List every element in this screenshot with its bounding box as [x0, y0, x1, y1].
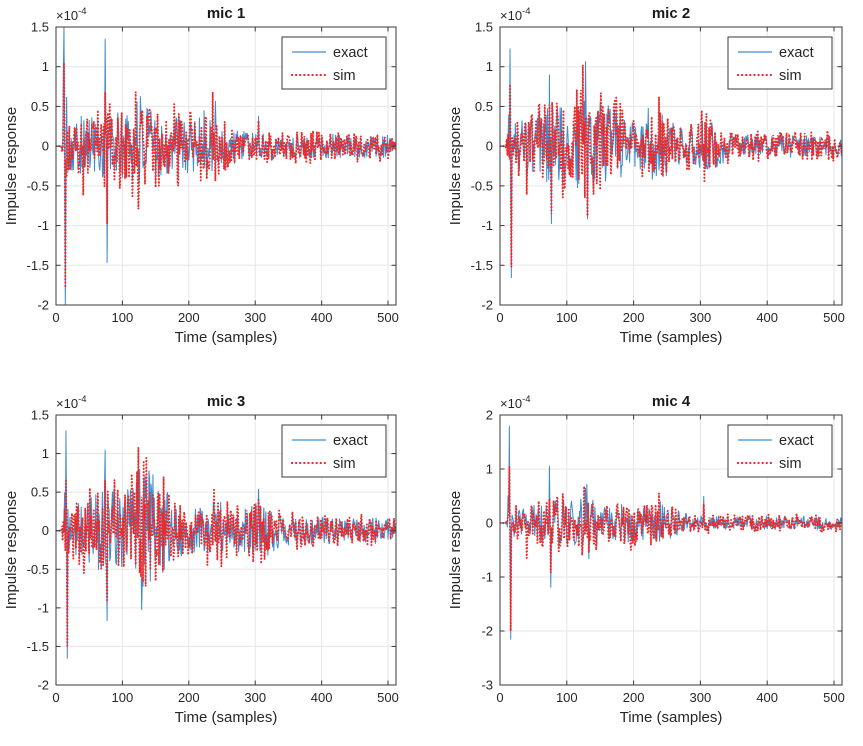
x-tick-label: 100 [556, 310, 578, 325]
x-tick-label: 400 [756, 690, 778, 705]
chart-title: mic 2 [652, 5, 690, 22]
x-axis-label: Time (samples) [620, 709, 723, 726]
legend-label-sim: sim [333, 456, 356, 472]
x-tick-label: 400 [756, 310, 778, 325]
chart-mic-2-canvas: 0 100 200 300 400 500 1.5 1 0.5 0 -0.5 -1 -1.5 -2 ×10-… [447, 5, 845, 346]
y-tick-label: -2 [37, 678, 49, 693]
y-tick-label: -1 [37, 600, 49, 615]
y-axis-scale-label: ×10-4 [500, 394, 531, 411]
y-tick-label: 1 [42, 59, 49, 74]
x-tick-label: 0 [496, 310, 503, 325]
legend-label-sim: sim [333, 68, 356, 84]
x-tick-label: 200 [178, 690, 200, 705]
chart-title: mic 4 [652, 393, 691, 410]
axes-box [499, 26, 843, 306]
y-tick-label: 1 [486, 59, 493, 74]
y-tick-label: -2 [481, 624, 493, 639]
y-tick-label: 0.5 [31, 99, 49, 114]
chart-mic-1-canvas: 0 100 200 300 400 500 1.5 1 0.5 0 -0.5 -1 -1.5 -2 ×10-… [3, 5, 399, 346]
subplot-mic-4: 0 100 200 300 400 500 2 1 0 -1 -2 -3 ×10-4 mic 4 Time … [431, 373, 863, 746]
y-tick-label: 0.5 [475, 99, 493, 114]
y-tick-label: 1 [42, 446, 49, 461]
y-axis-scale-label: ×10-4 [56, 394, 87, 411]
y-axis-scale-label: ×10-4 [500, 6, 531, 23]
series-sim [56, 62, 396, 288]
legend: exact sim [727, 36, 833, 90]
y-tick-label: -0.5 [27, 562, 49, 577]
subplot-mic-3: 0 100 200 300 400 500 1.5 1 0.5 0 -0.5 -1 -1.5 -2 ×10-… [0, 373, 431, 746]
y-tick-label: 1.5 [31, 408, 49, 423]
axes-box [55, 414, 397, 686]
x-tick-label: 0 [52, 310, 59, 325]
y-tick-label: -1.5 [27, 258, 49, 273]
y-tick-label: -0.5 [471, 178, 493, 193]
x-axis-label: Time (samples) [175, 709, 278, 726]
x-tick-label: 500 [823, 690, 845, 705]
legend: exact sim [281, 36, 387, 90]
x-tick-label: 300 [690, 310, 712, 325]
y-tick-label: -1 [37, 218, 49, 233]
legend: exact sim [727, 424, 833, 478]
y-tick-label: 0 [486, 516, 493, 531]
y-tick-label: 0.5 [31, 485, 49, 500]
y-tick-label: -1 [481, 218, 493, 233]
x-tick-label: 300 [244, 310, 266, 325]
chart-mic-4-canvas: 0 100 200 300 400 500 2 1 0 -1 -2 -3 ×10-4 mic 4 Time … [447, 393, 845, 726]
y-tick-label: 0 [486, 139, 493, 154]
x-tick-label: 300 [690, 690, 712, 705]
y-axis-label: Impulse response [447, 491, 464, 609]
y-tick-label: 0 [42, 139, 49, 154]
chart-title: mic 3 [207, 393, 245, 410]
series-sim [500, 466, 842, 632]
legend-label-exact: exact [333, 433, 368, 449]
y-axis-scale-label: ×10-4 [56, 6, 87, 23]
subplot-mic-2: 0 100 200 300 400 500 1.5 1 0.5 0 -0.5 -1 -1.5 -2 ×10-… [431, 0, 863, 373]
x-tick-label: 200 [623, 310, 645, 325]
x-tick-label: 200 [178, 310, 200, 325]
x-tick-label: 400 [311, 310, 333, 325]
series-sim [56, 447, 396, 646]
x-tick-label: 100 [556, 690, 578, 705]
x-tick-label: 500 [823, 310, 845, 325]
y-tick-label: -0.5 [27, 178, 49, 193]
x-tick-label: 100 [112, 310, 134, 325]
x-axis-label: Time (samples) [620, 329, 723, 346]
y-tick-label: 1.5 [475, 20, 493, 35]
chart-title: mic 1 [207, 5, 245, 22]
axes-box [55, 26, 397, 306]
axes-box [499, 414, 843, 686]
y-tick-label: 1.5 [31, 20, 49, 35]
y-tick-label: -1.5 [27, 639, 49, 654]
legend-label-sim: sim [779, 68, 802, 84]
y-axis-label: Impulse response [447, 107, 464, 225]
series-sim [500, 65, 842, 267]
chart-mic-3-canvas: 0 100 200 300 400 500 1.5 1 0.5 0 -0.5 -1 -1.5 -2 ×10-… [3, 393, 399, 726]
y-tick-label: -1 [481, 570, 493, 585]
x-tick-label: 500 [377, 310, 399, 325]
legend-label-exact: exact [779, 45, 814, 61]
x-tick-label: 100 [112, 690, 134, 705]
subplot-mic-1: 0 100 200 300 400 500 1.5 1 0.5 0 -0.5 -1 -1.5 -2 ×10-… [0, 0, 431, 373]
y-tick-label: -3 [481, 678, 493, 693]
legend: exact sim [281, 424, 387, 478]
y-tick-label: 1 [486, 462, 493, 477]
x-axis-label: Time (samples) [175, 329, 278, 346]
x-tick-label: 500 [377, 690, 399, 705]
x-tick-label: 0 [496, 690, 503, 705]
y-tick-label: 2 [486, 408, 493, 423]
y-tick-label: -1.5 [471, 258, 493, 273]
legend-label-exact: exact [779, 433, 814, 449]
legend-label-exact: exact [333, 45, 368, 61]
y-axis-label: Impulse response [3, 107, 20, 225]
x-tick-label: 200 [623, 690, 645, 705]
x-tick-label: 400 [311, 690, 333, 705]
y-axis-label: Impulse response [3, 491, 20, 609]
x-tick-label: 0 [52, 690, 59, 705]
y-tick-label: -2 [481, 298, 493, 313]
legend-label-sim: sim [779, 456, 802, 472]
x-tick-label: 300 [244, 690, 266, 705]
y-tick-label: 0 [42, 523, 49, 538]
y-tick-label: -2 [37, 298, 49, 313]
